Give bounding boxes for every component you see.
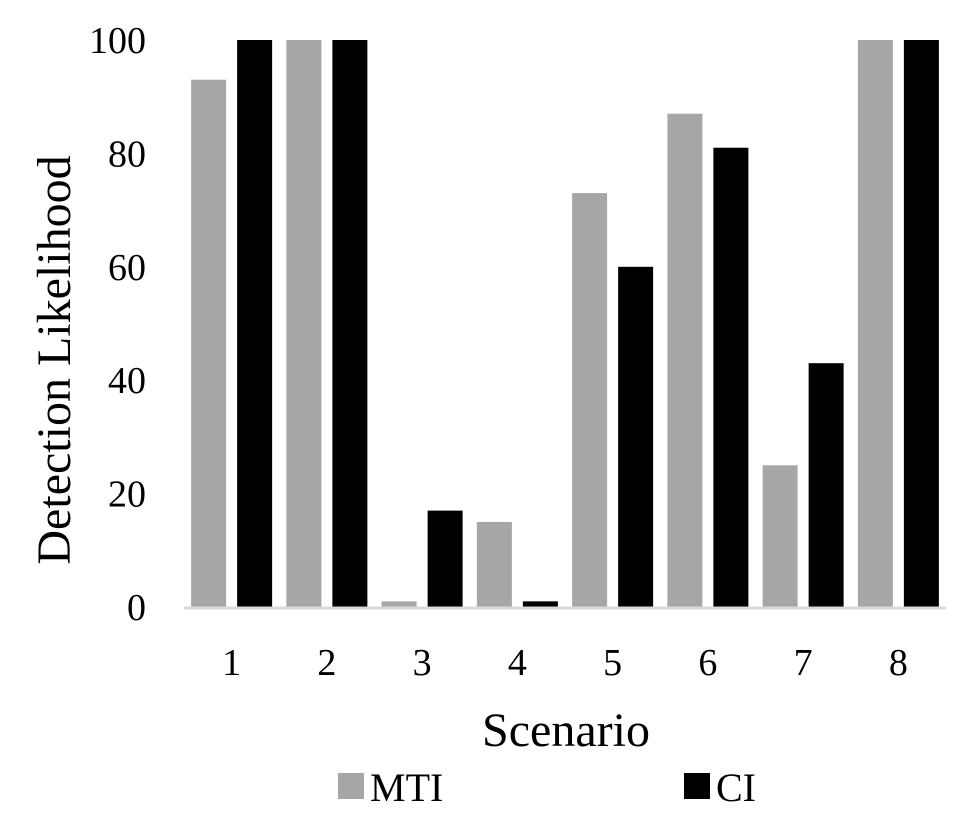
x-tick-label: 5	[603, 642, 622, 684]
bar-ci-scenario-3	[427, 510, 463, 607]
bar-ci-scenario-1	[237, 40, 273, 607]
legend-swatch	[684, 773, 710, 799]
x-tick-label: 7	[794, 642, 813, 684]
legend-item-mti: MTI	[338, 765, 443, 810]
legend-item-ci: CI	[684, 765, 756, 810]
y-tick-label: 60	[108, 247, 146, 289]
bar-mti-scenario-1	[191, 79, 227, 607]
bar-mti-scenario-5	[572, 193, 608, 607]
bar-ci-scenario-8	[903, 40, 939, 607]
y-tick-label: 20	[108, 474, 146, 516]
x-tick-label: 1	[222, 642, 241, 684]
y-tick-label: 100	[89, 20, 146, 62]
y-tick-labels: 0 20 40 60 80 100	[89, 20, 146, 629]
x-tick-label: 8	[889, 642, 908, 684]
bar-mti-scenario-2	[286, 40, 322, 607]
y-tick-label: 80	[108, 133, 146, 175]
x-axis-title: Scenario	[482, 704, 650, 757]
bar-ci-scenario-7	[808, 363, 844, 607]
bar-mti-scenario-3	[381, 601, 417, 607]
legend-label: CI	[716, 765, 756, 810]
x-tick-labels: 1 2 3 4 5 6 7 8	[222, 642, 908, 684]
x-tick-label: 6	[698, 642, 717, 684]
bar-ci-scenario-5	[618, 266, 654, 607]
x-tick-label: 4	[508, 642, 527, 684]
y-tick-label: 40	[108, 360, 146, 402]
bar-mti-scenario-6	[667, 113, 703, 608]
x-tick-label: 3	[413, 642, 432, 684]
bar-mti-scenario-4	[476, 521, 512, 607]
bar-ci-scenario-2	[332, 40, 368, 607]
bar-mti-scenario-7	[762, 465, 798, 607]
x-tick-label: 2	[317, 642, 336, 684]
y-axis-title: Detection Likelihood	[28, 155, 81, 564]
y-tick-label: 0	[127, 587, 146, 629]
bar-ci-scenario-4	[522, 601, 558, 607]
bars	[191, 40, 939, 608]
bar-mti-scenario-8	[857, 40, 893, 607]
legend: MTI CI	[338, 765, 756, 810]
legend-label: MTI	[370, 765, 443, 810]
bar-ci-scenario-6	[713, 147, 749, 608]
legend-swatch	[338, 773, 364, 799]
